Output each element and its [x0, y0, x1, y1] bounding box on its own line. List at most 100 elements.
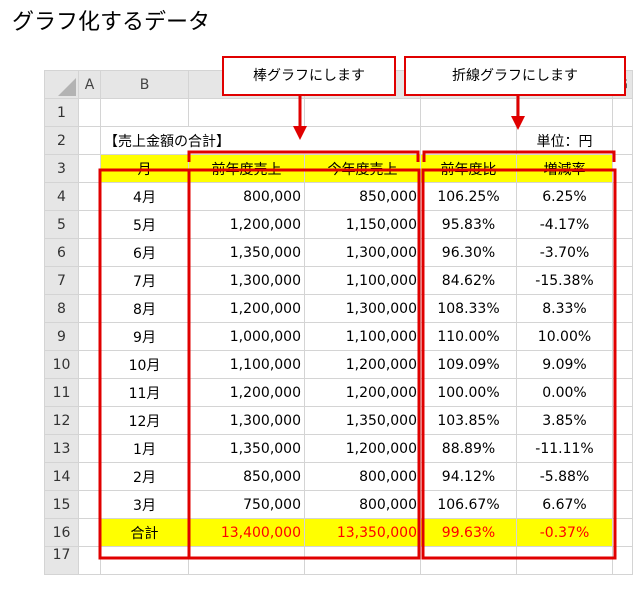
cell[interactable] — [420, 546, 517, 575]
row-header[interactable]: 1 — [44, 98, 79, 127]
cell[interactable] — [612, 210, 633, 239]
change-cell[interactable]: 6.67% — [516, 490, 613, 519]
curr-sales-cell[interactable]: 800,000 — [304, 462, 421, 491]
header-cell-month[interactable]: 月 — [100, 154, 189, 183]
cell[interactable] — [612, 350, 633, 379]
row-header[interactable]: 8 — [44, 294, 79, 323]
cell[interactable] — [420, 126, 517, 155]
cell[interactable] — [78, 546, 101, 575]
prev-sales-cell[interactable]: 800,000 — [188, 182, 305, 211]
cell[interactable] — [612, 518, 633, 547]
ratio-cell[interactable]: 94.12% — [420, 462, 517, 491]
cell[interactable] — [78, 462, 101, 491]
month-cell[interactable]: 7月 — [100, 266, 189, 295]
cell[interactable] — [78, 434, 101, 463]
ratio-cell[interactable]: 108.33% — [420, 294, 517, 323]
month-cell[interactable]: 11月 — [100, 378, 189, 407]
cell[interactable] — [78, 350, 101, 379]
cell[interactable] — [612, 294, 633, 323]
sheet-caption-cell[interactable]: 【売上金額の合計】 — [100, 126, 305, 155]
cell[interactable] — [612, 378, 633, 407]
row-header[interactable]: 13 — [44, 434, 79, 463]
prev-sales-cell[interactable]: 1,000,000 — [188, 322, 305, 351]
cell[interactable] — [78, 98, 101, 127]
total-prev-cell[interactable]: 13,400,000 — [188, 518, 305, 547]
cell[interactable] — [304, 98, 421, 127]
total-ratio-cell[interactable]: 99.63% — [420, 518, 517, 547]
sheet-grid[interactable]: A B C D E F G 1 2 【売上金額の合計】 単位：円 3 月 前年度… — [44, 70, 633, 575]
cell[interactable] — [420, 98, 517, 127]
cell[interactable] — [78, 490, 101, 519]
cell[interactable] — [612, 546, 633, 575]
header-cell-prev-sales[interactable]: 前年度売上 — [188, 154, 305, 183]
month-cell[interactable]: 9月 — [100, 322, 189, 351]
prev-sales-cell[interactable]: 750,000 — [188, 490, 305, 519]
total-change-cell[interactable]: -0.37% — [516, 518, 613, 547]
month-cell[interactable]: 3月 — [100, 490, 189, 519]
row-header[interactable]: 7 — [44, 266, 79, 295]
row-header[interactable]: 10 — [44, 350, 79, 379]
cell[interactable] — [78, 294, 101, 323]
change-cell[interactable]: 0.00% — [516, 378, 613, 407]
prev-sales-cell[interactable]: 1,200,000 — [188, 378, 305, 407]
month-cell[interactable]: 1月 — [100, 434, 189, 463]
month-cell[interactable]: 2月 — [100, 462, 189, 491]
month-cell[interactable]: 10月 — [100, 350, 189, 379]
curr-sales-cell[interactable]: 1,300,000 — [304, 238, 421, 267]
change-cell[interactable]: -5.88% — [516, 462, 613, 491]
change-cell[interactable]: 6.25% — [516, 182, 613, 211]
month-cell[interactable]: 4月 — [100, 182, 189, 211]
curr-sales-cell[interactable]: 1,200,000 — [304, 378, 421, 407]
curr-sales-cell[interactable]: 800,000 — [304, 490, 421, 519]
curr-sales-cell[interactable]: 850,000 — [304, 182, 421, 211]
change-cell[interactable]: -15.38% — [516, 266, 613, 295]
cell[interactable] — [78, 238, 101, 267]
prev-sales-cell[interactable]: 1,350,000 — [188, 434, 305, 463]
ratio-cell[interactable]: 106.25% — [420, 182, 517, 211]
row-header[interactable]: 6 — [44, 238, 79, 267]
row-header[interactable]: 5 — [44, 210, 79, 239]
row-header[interactable]: 4 — [44, 182, 79, 211]
header-cell-ratio[interactable]: 前年度比 — [420, 154, 517, 183]
row-header[interactable]: 12 — [44, 406, 79, 435]
cell[interactable] — [78, 322, 101, 351]
header-cell-curr-sales[interactable]: 今年度売上 — [304, 154, 421, 183]
curr-sales-cell[interactable]: 1,300,000 — [304, 294, 421, 323]
cell[interactable] — [612, 406, 633, 435]
cell[interactable] — [78, 182, 101, 211]
cell[interactable] — [78, 378, 101, 407]
select-all-corner[interactable] — [44, 70, 79, 99]
cell[interactable] — [612, 154, 633, 183]
prev-sales-cell[interactable]: 1,200,000 — [188, 294, 305, 323]
ratio-cell[interactable]: 109.09% — [420, 350, 517, 379]
cell[interactable] — [612, 322, 633, 351]
ratio-cell[interactable]: 110.00% — [420, 322, 517, 351]
month-cell[interactable]: 12月 — [100, 406, 189, 435]
month-cell[interactable]: 8月 — [100, 294, 189, 323]
row-header[interactable]: 14 — [44, 462, 79, 491]
curr-sales-cell[interactable]: 1,200,000 — [304, 434, 421, 463]
cell[interactable] — [100, 98, 189, 127]
prev-sales-cell[interactable]: 850,000 — [188, 462, 305, 491]
prev-sales-cell[interactable]: 1,300,000 — [188, 266, 305, 295]
curr-sales-cell[interactable]: 1,100,000 — [304, 322, 421, 351]
prev-sales-cell[interactable]: 1,100,000 — [188, 350, 305, 379]
cell[interactable] — [100, 546, 189, 575]
change-cell[interactable]: -4.17% — [516, 210, 613, 239]
ratio-cell[interactable]: 103.85% — [420, 406, 517, 435]
cell[interactable] — [516, 98, 613, 127]
cell[interactable] — [78, 406, 101, 435]
change-cell[interactable]: 3.85% — [516, 406, 613, 435]
prev-sales-cell[interactable]: 1,350,000 — [188, 238, 305, 267]
prev-sales-cell[interactable]: 1,200,000 — [188, 210, 305, 239]
cell[interactable] — [78, 518, 101, 547]
cell[interactable] — [188, 98, 305, 127]
unit-label-cell[interactable]: 単位：円 — [516, 126, 613, 155]
cell[interactable] — [612, 98, 633, 127]
column-header[interactable]: B — [100, 70, 189, 99]
cell[interactable] — [612, 266, 633, 295]
row-header[interactable]: 9 — [44, 322, 79, 351]
curr-sales-cell[interactable]: 1,200,000 — [304, 350, 421, 379]
change-cell[interactable]: 9.09% — [516, 350, 613, 379]
cell[interactable] — [612, 434, 633, 463]
